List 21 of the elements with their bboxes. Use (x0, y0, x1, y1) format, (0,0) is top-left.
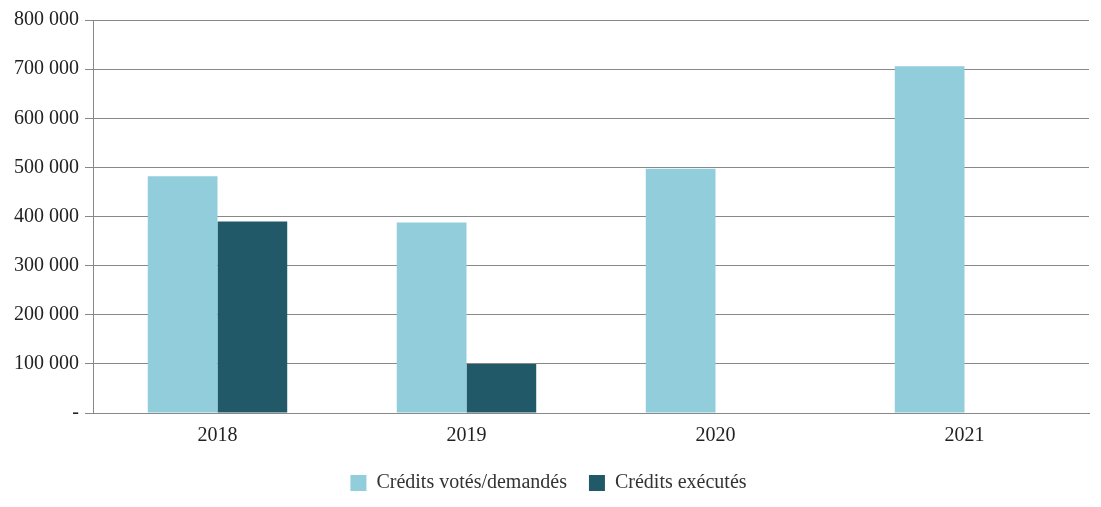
y-tick-label: - (72, 400, 79, 423)
legend-label: Crédits exécutés (614, 470, 747, 493)
bar (147, 176, 218, 413)
bar (894, 66, 965, 413)
y-tick-label: 100 000 (14, 351, 79, 374)
bar (217, 221, 288, 413)
y-tick-label: 700 000 (14, 56, 79, 79)
bar (466, 363, 537, 413)
y-tick-label: 800 000 (14, 7, 79, 30)
bar (396, 222, 467, 413)
bar (645, 168, 716, 413)
y-tick-label: 400 000 (14, 203, 79, 226)
legend-label: Crédits votés/demandés (376, 470, 568, 493)
y-tick-label: 500 000 (14, 154, 79, 177)
y-tick-label: 600 000 (14, 105, 79, 128)
x-tick-label: 2021 (944, 423, 985, 446)
x-tick-label: 2020 (695, 423, 736, 446)
y-tick-label: 300 000 (14, 252, 79, 275)
y-tick-label: 200 000 (14, 302, 79, 324)
x-tick-label: 2019 (446, 423, 487, 446)
x-tick-label: 2018 (197, 423, 238, 446)
